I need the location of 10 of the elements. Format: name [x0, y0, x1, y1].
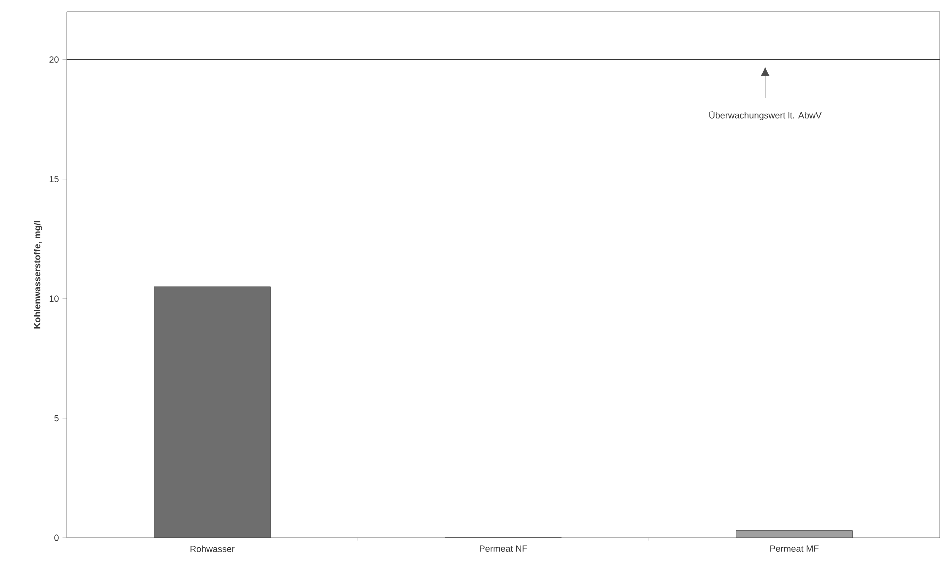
y-tick-label: 20 [50, 56, 59, 63]
y-tick-label: 10 [50, 296, 59, 302]
x-tick-label: Permeat MF [770, 546, 819, 552]
y-tick-label: 5 [54, 415, 59, 422]
y-tick-label: 0 [54, 534, 59, 542]
y-axis-title: Kohlenwasserstoffe, mg/l [34, 221, 42, 329]
x-tick-label: Permeat NF [480, 546, 528, 552]
x-tick-label: Rohwasser [190, 546, 235, 552]
y-tick-label: 15 [50, 176, 59, 182]
ref-line-label: Überwachungswert lt. AbwV [710, 111, 822, 121]
